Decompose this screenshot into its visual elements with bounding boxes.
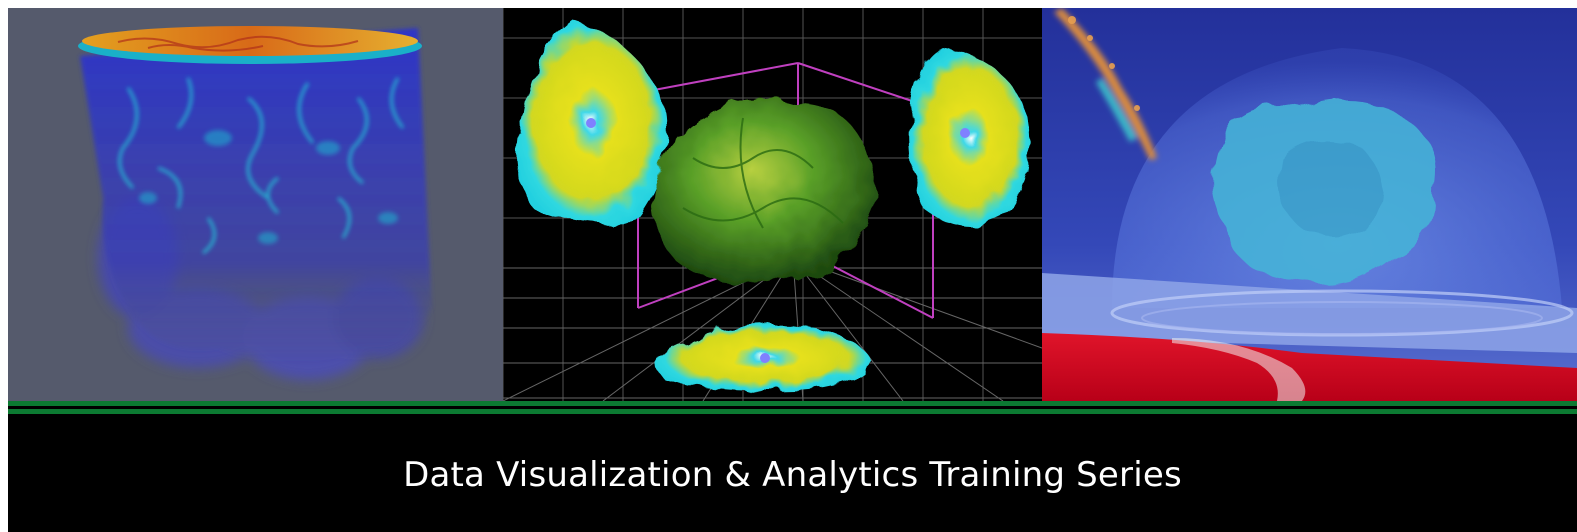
title-bar: Data Visualization & Analytics Training … [8,414,1577,532]
volume-render-graphic [8,8,503,401]
accent-stripe-bottom [8,409,1577,414]
banner: Data Visualization & Analytics Training … [8,8,1577,532]
stripe-divider [8,406,1577,409]
dome-simulation-image [1042,8,1577,401]
volume-render-image [8,8,503,401]
banner-title: Data Visualization & Analytics Training … [403,455,1182,495]
slice-projection-image [503,8,1042,401]
slice-projection-graphic [503,8,1042,401]
accent-stripe-top [8,401,1577,406]
dome-simulation-graphic [1042,8,1577,401]
